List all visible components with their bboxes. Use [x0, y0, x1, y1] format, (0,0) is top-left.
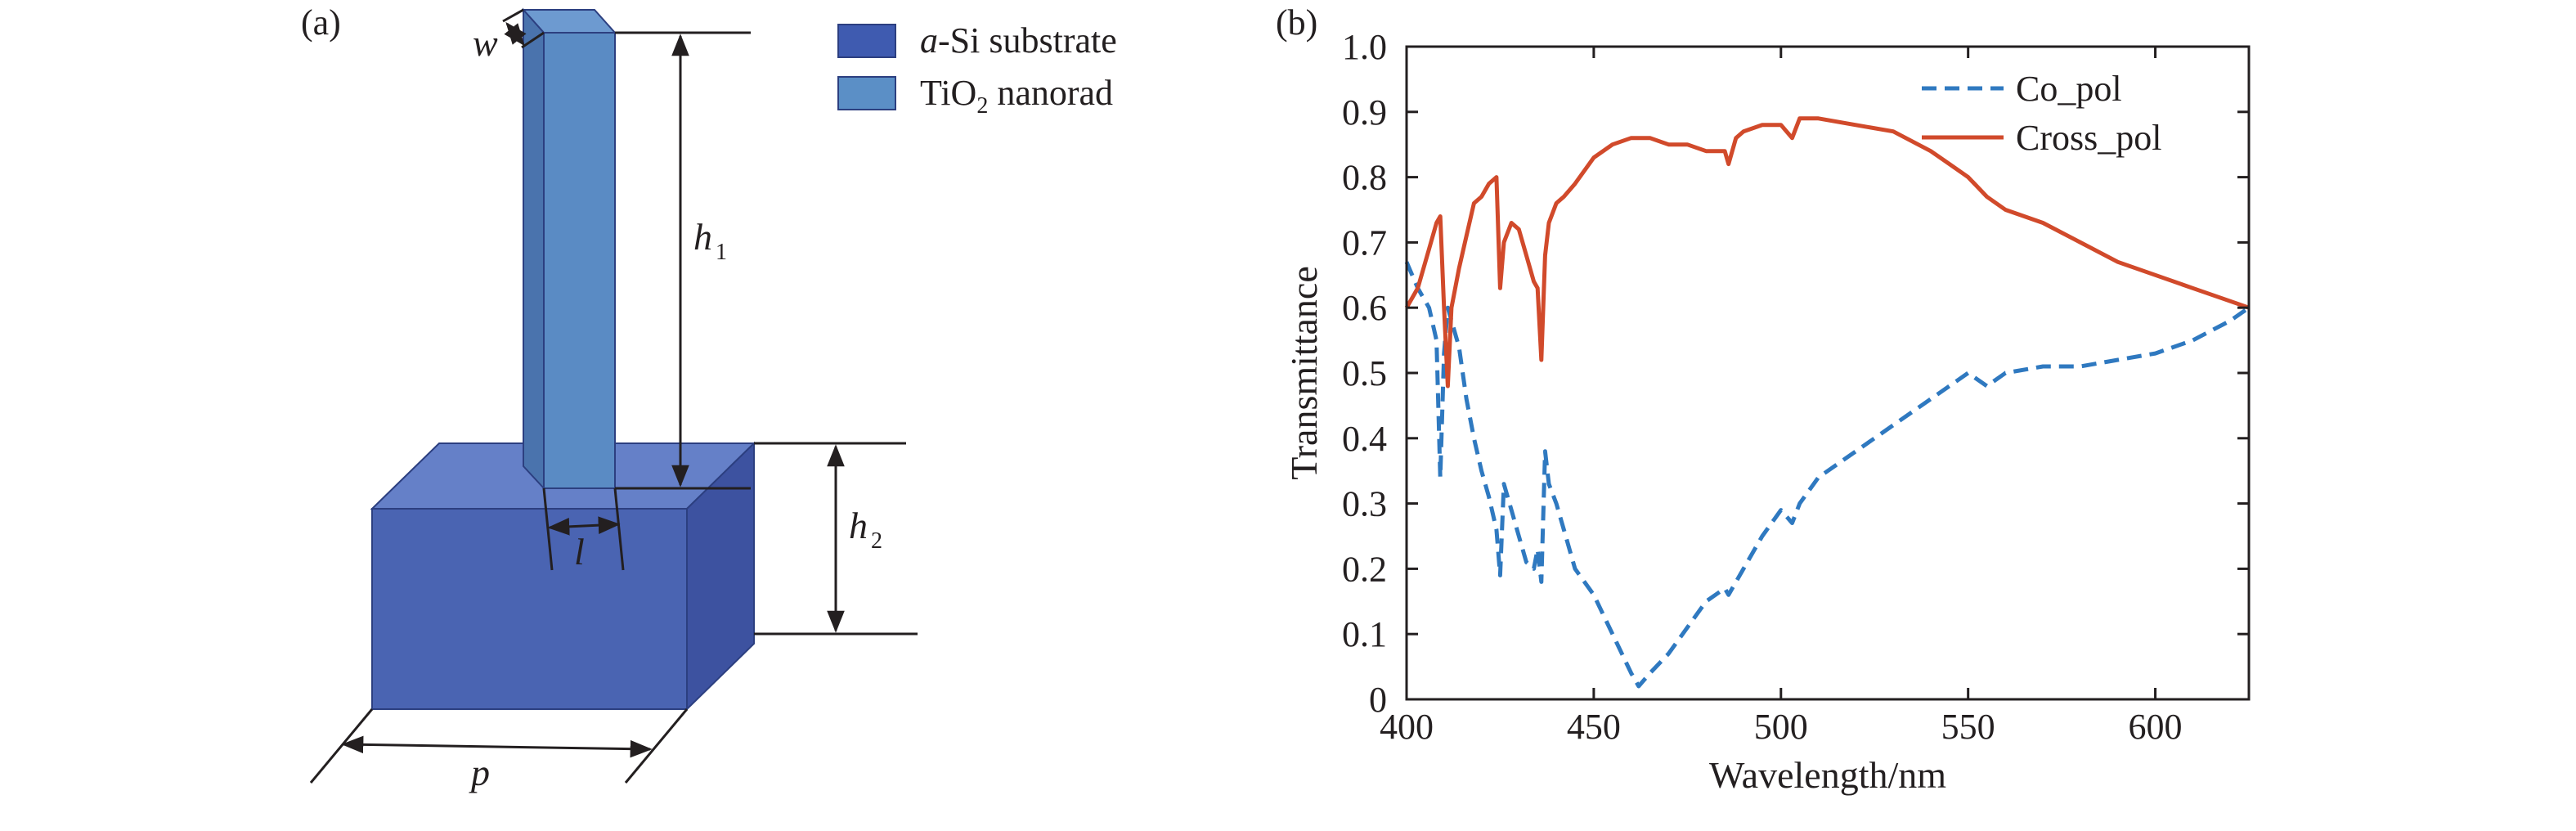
series-line-co-pol: [1404, 261, 2251, 689]
series-line-cross-pol: [1404, 116, 2250, 389]
legend-label-nanorod: TiO2 nanorad: [920, 73, 1113, 119]
nanorod-side-face: [523, 7, 545, 491]
legend-label-cross-pol: Cross_pol: [2016, 118, 2161, 158]
panel-b-label: (b): [1276, 2, 1317, 43]
nanorod-front-face: [543, 32, 616, 489]
y-tick-label: 0.2: [1342, 549, 1387, 589]
legend-swatch-substrate: [837, 24, 896, 58]
w-dimension-arrow: [504, 21, 527, 47]
x-tick-label: 550: [1941, 707, 1995, 747]
p-extension-line-1: [309, 708, 374, 784]
schematic-panel: (a) h 1 h 2 w l p: [0, 0, 1276, 831]
p-extension-line-2: [624, 708, 689, 784]
p-label: p: [469, 752, 490, 793]
x-tick-label: 500: [1754, 707, 1808, 747]
y-tick-label: 0.3: [1342, 484, 1387, 524]
y-tick-label: 1.0: [1342, 27, 1387, 67]
nanorod-schematic: (a) h 1 h 2 w l p: [301, 2, 1117, 793]
legend-swatch-nanorod: [837, 76, 896, 110]
y-tick-label: 0.5: [1342, 353, 1387, 393]
h1-subscript: 1: [716, 240, 727, 265]
y-tick-label: 0.7: [1342, 222, 1387, 263]
w-label: w: [473, 22, 498, 64]
x-axis-label: Wavelength/nm: [1709, 754, 1946, 796]
l-dimension-arrow: [547, 516, 621, 536]
h1-label: h: [693, 216, 712, 258]
x-tick-label: 450: [1567, 707, 1621, 747]
legend-label-substrate: a-Si substrate: [920, 20, 1117, 61]
y-tick-label: 0.4: [1342, 419, 1387, 459]
l-label: l: [574, 531, 585, 573]
y-tick-label: 0.1: [1342, 614, 1387, 654]
x-tick-label: 600: [2129, 707, 2183, 747]
h2-label: h: [849, 505, 868, 546]
chart-panel: (b) 400 450 500 550 600 0 0.1 0.2 0.3 0.4 0.5 0.6 0.…: [1276, 0, 2576, 831]
y-tick-label: 0.8: [1342, 158, 1387, 198]
x-tick-label: 400: [1380, 707, 1434, 747]
w-extension-line-1: [502, 8, 524, 23]
plot-lines: [1404, 116, 2251, 689]
legend-label-co-pol: Co_pol: [2016, 69, 2122, 109]
schematic-legend: a-Si substrate TiO2 nanorad: [837, 20, 1117, 119]
y-tick-label: 0.6: [1342, 288, 1387, 328]
h2-subscript: 2: [871, 528, 882, 554]
p-dimension-arrow: [341, 735, 653, 758]
transmittance-chart: (b) 400 450 500 550 600 0 0.1 0.2 0.3 0.4 0.5 0.6 0.…: [1276, 2, 2251, 796]
axis-ticks: 400 450 500 550 600 0 0.1 0.2 0.3 0.4 0.5 0.6 0.7 0.8…: [1342, 27, 2249, 747]
y-tick-label: 0: [1369, 680, 1387, 720]
y-tick-label: 0.9: [1342, 92, 1387, 133]
chart-legend: Co_pol Cross_pol: [1922, 69, 2161, 158]
y-axis-label: Transmittance: [1283, 266, 1325, 480]
substrate-front-face: [371, 508, 688, 710]
panel-a-label: (a): [301, 2, 341, 43]
